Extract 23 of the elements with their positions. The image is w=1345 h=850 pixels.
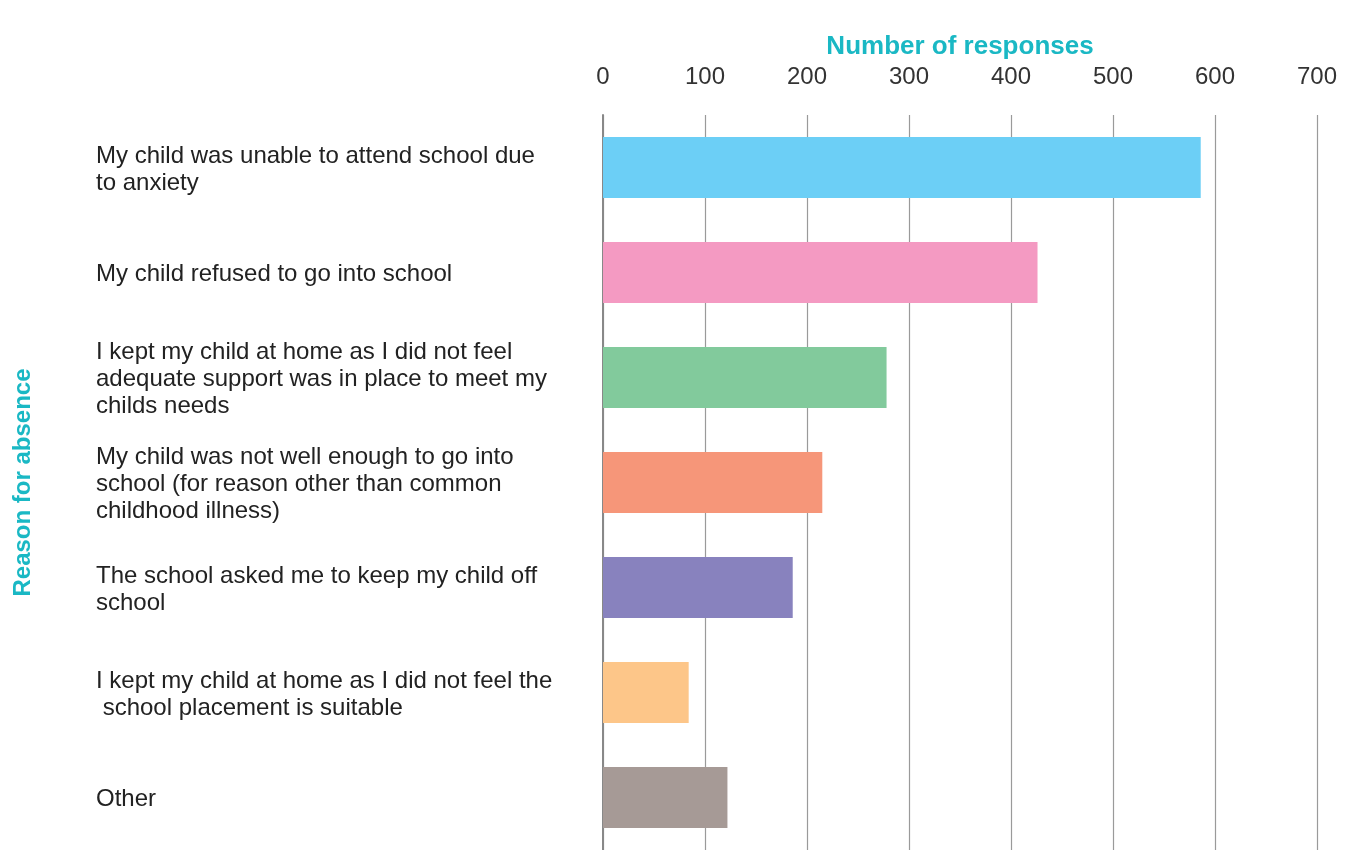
bar: [603, 242, 1038, 303]
x-tick-label: 100: [684, 61, 726, 89]
x-axis-title: Number of responses: [826, 30, 1094, 61]
x-tick-label: 700: [1296, 61, 1338, 89]
x-tick-label: 300: [888, 61, 930, 89]
y-tick-label: My child was not well enough to go into school (for reason other than common childhood illness): [96, 442, 521, 523]
bar: [603, 137, 1201, 198]
y-tick-label: I kept my child at home as I did not feel the school placement is suitable: [96, 665, 553, 720]
y-tick-label: Other: [96, 784, 157, 811]
x-tick-label: 0: [596, 61, 610, 89]
x-tick-label: 600: [1194, 61, 1236, 89]
x-tick-label: 400: [990, 61, 1032, 89]
bar: [603, 452, 823, 513]
x-tick-label: 200: [786, 61, 828, 89]
bar: [603, 557, 793, 618]
bar: [603, 347, 887, 408]
bar: [603, 662, 689, 723]
y-tick-label: My child refused to go into school: [96, 259, 453, 286]
y-tick-label: My child was unable to attend school due to anxiety: [96, 140, 542, 195]
y-tick-label: I kept my child at home as I did not feel adequate support was in place to meet my childs needs: [96, 337, 554, 418]
y-tick-label: The school asked me to keep my child off school: [96, 560, 544, 615]
y-axis-title: Reason for absence: [7, 368, 35, 597]
x-tick-label: 500: [1092, 61, 1134, 89]
